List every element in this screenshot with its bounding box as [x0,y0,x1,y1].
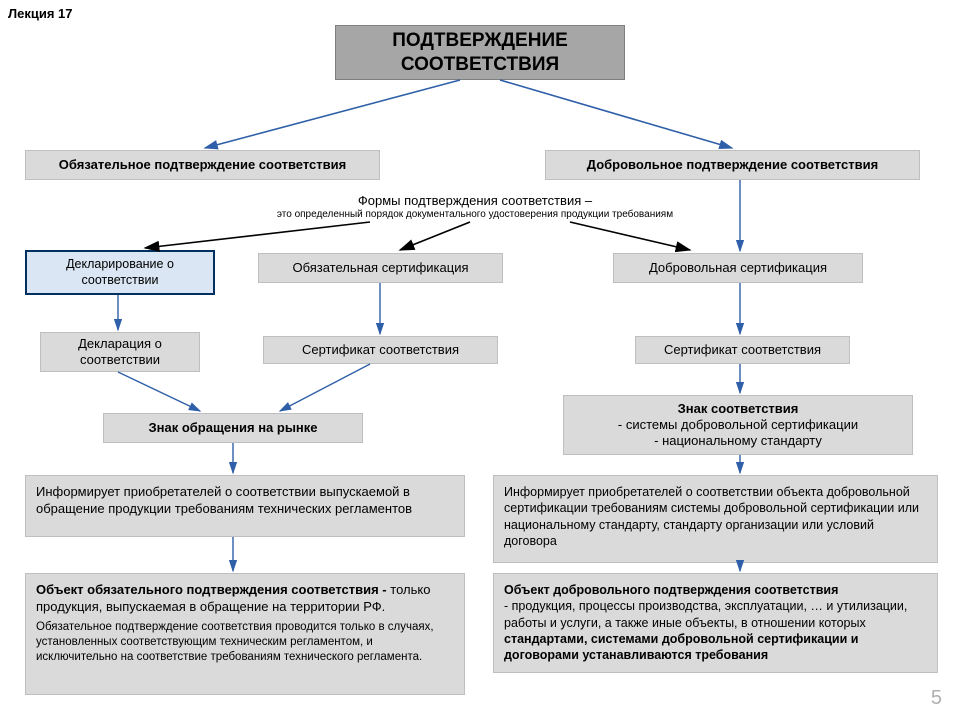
mark-conformity-title: Знак соответствия [678,401,799,417]
forms-line1: Формы подтверждения соответствия – [230,193,720,209]
lecture-label: Лекция 17 [8,6,73,21]
node-mark-conformity: Знак соответствия - системы добровольной… [563,395,913,455]
mark-conformity-b1: - системы добровольной сертификации [618,417,858,433]
object-left: Объект обязательного подтверждения соотв… [25,573,465,695]
object-left-title: Объект обязательного подтверждения соотв… [36,582,387,597]
root-title: ПОДТВЕРЖДЕНИЕ СООТВЕТСТВИЯ [335,25,625,80]
info-right: Информирует приобретателей о соответстви… [493,475,938,563]
object-right-title: Объект добровольного подтверждения соотв… [504,583,838,597]
page-number: 5 [931,687,942,710]
node-voluntary: Добровольное подтверждение соответствия [545,150,920,180]
node-voluntary-cert: Добровольная сертификация [613,253,863,283]
node-declaration: Декларирование о соответствии [25,250,215,295]
node-mandatory: Обязательное подтверждение соответствия [25,150,380,180]
node-declaration-doc: Декларация о соответствии [40,332,200,372]
node-mark-market: Знак обращения на рынке [103,413,363,443]
forms-line2: это определенный порядок документального… [230,209,720,221]
node-certificate-right: Сертификат соответствия [635,336,850,364]
node-mandatory-cert: Обязательная сертификация [258,253,503,283]
object-right-p2: стандартами, системами добровольной серт… [504,632,858,662]
mark-conformity-b2: - национальному стандарту [654,433,822,449]
object-left-p2: Обязательное подтверждение соответствия … [36,620,454,665]
info-left: Информирует приобретателей о соответстви… [25,475,465,537]
forms-text: Формы подтверждения соответствия – это о… [230,193,720,221]
object-right-p1: - продукция, процессы производства, эксп… [504,599,907,629]
object-right: Объект добровольного подтверждения соотв… [493,573,938,673]
node-certificate-left: Сертификат соответствия [263,336,498,364]
